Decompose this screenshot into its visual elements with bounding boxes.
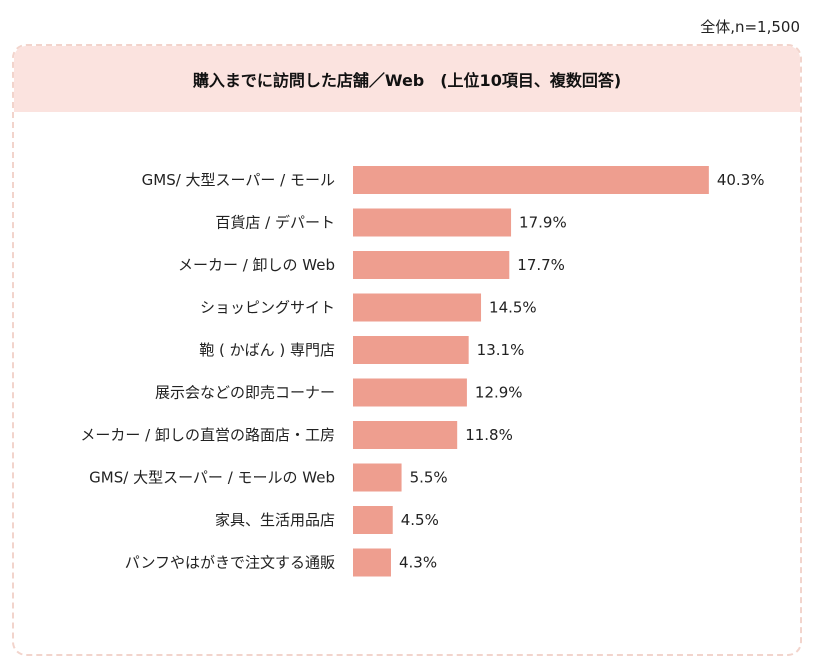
bar [353,548,391,577]
value-label: 5.5% [410,469,448,487]
bar [353,506,393,534]
chart-title: 購入までに訪問した店舗／Web (上位10項目、複数回答) [14,46,800,112]
category-label: 家具、生活用品店 [215,511,335,529]
category-label: パンフやはがきで注文する通販 [125,554,335,572]
value-label: 14.5% [489,299,537,317]
chart-panel: 購入までに訪問した店舗／Web (上位10項目、複数回答) [12,44,802,656]
category-label: GMS/ 大型スーパー / モールの Web [89,469,335,487]
value-label: 12.9% [475,384,523,402]
bar [353,378,467,407]
value-label: 17.9% [519,214,567,232]
value-label: 17.7% [517,256,565,274]
value-label: 13.1% [477,341,525,359]
bar [353,293,482,322]
bar [353,463,402,492]
bar [353,166,709,194]
bar [353,421,458,449]
category-label: メーカー / 卸しの Web [178,256,335,274]
category-label: ショッピングサイト [200,299,335,317]
value-label: 4.5% [401,511,439,529]
bar [353,336,469,364]
sample-size-note: 全体,n=1,500 [700,18,800,36]
category-label: 鞄 ( かばん ) 専門店 [199,341,335,359]
value-label: 11.8% [465,426,513,444]
bar [353,251,510,279]
category-label: 百貨店 / デパート [215,214,335,232]
category-label: 展示会などの即売コーナー [155,384,335,402]
category-label: GMS/ 大型スーパー / モール [142,171,335,189]
value-label: 40.3% [717,171,765,189]
value-label: 4.3% [399,554,437,572]
bar [353,208,512,237]
category-label: メーカー / 卸しの直営の路面店・工房 [80,426,335,444]
